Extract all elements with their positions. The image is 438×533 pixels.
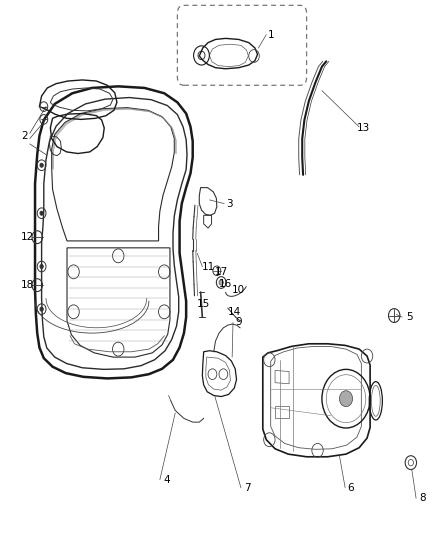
Circle shape	[40, 211, 43, 215]
Circle shape	[339, 391, 353, 407]
Text: 15: 15	[197, 299, 210, 309]
Text: 18: 18	[21, 280, 34, 290]
Text: 14: 14	[228, 307, 241, 317]
Text: 4: 4	[163, 475, 170, 484]
Text: 8: 8	[419, 494, 426, 503]
Text: 2: 2	[21, 131, 28, 141]
Circle shape	[40, 307, 43, 311]
Text: 9: 9	[235, 318, 242, 327]
Text: 16: 16	[219, 279, 232, 288]
Text: 3: 3	[226, 199, 233, 208]
Text: 12: 12	[21, 232, 34, 242]
Text: 13: 13	[357, 123, 370, 133]
Text: 1: 1	[268, 30, 275, 39]
Circle shape	[40, 264, 43, 269]
Circle shape	[40, 163, 43, 167]
Text: 17: 17	[215, 267, 228, 277]
Text: 10: 10	[232, 286, 245, 295]
Text: 7: 7	[244, 483, 251, 492]
Circle shape	[219, 280, 223, 285]
Text: 11: 11	[201, 262, 215, 271]
Text: 6: 6	[347, 483, 354, 492]
Text: 5: 5	[406, 312, 413, 322]
